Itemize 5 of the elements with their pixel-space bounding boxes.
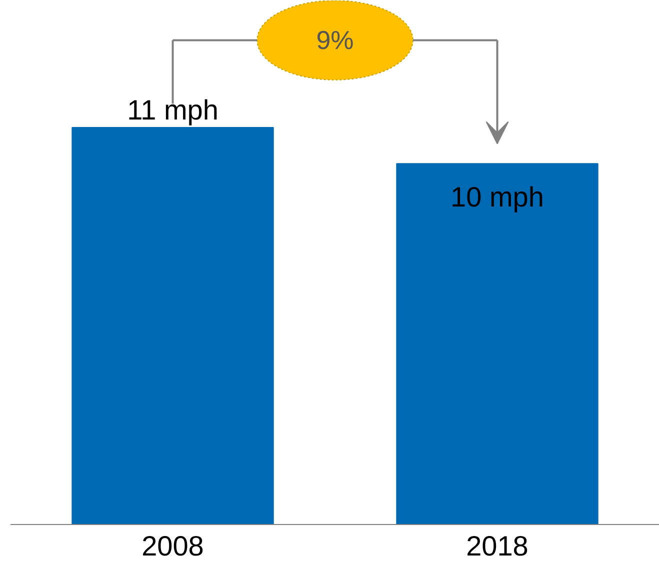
data-label: 11 mph — [127, 94, 218, 126]
x-tick-label: 2008 — [142, 530, 204, 562]
text: 9% — [316, 25, 354, 56]
data-label: 10 mph — [450, 182, 544, 213]
x-tick-label: 2018 — [466, 530, 528, 562]
